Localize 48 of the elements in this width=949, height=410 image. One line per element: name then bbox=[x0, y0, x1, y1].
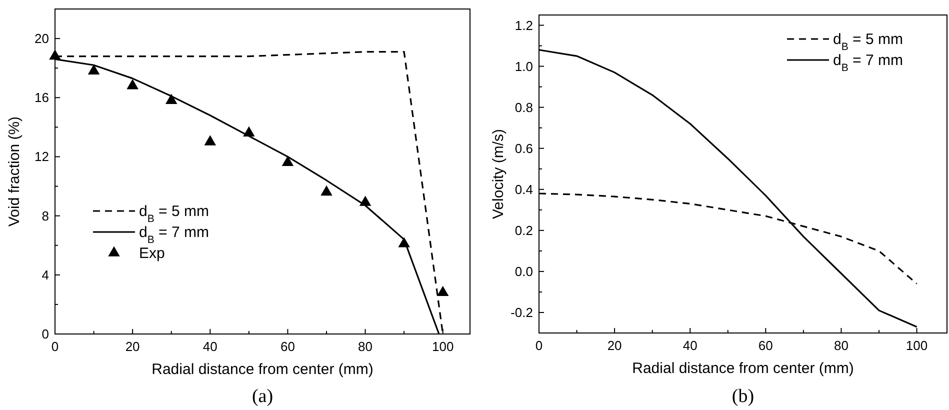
y-axis-title: Void fraction (%) bbox=[6, 116, 23, 227]
x-tick-label: 60 bbox=[280, 339, 295, 354]
x-tick-label: 0 bbox=[535, 338, 543, 353]
legend-label: d$_{B}$ = 5 mm bbox=[139, 203, 209, 225]
y-tick-label: 0.8 bbox=[514, 100, 533, 115]
point bbox=[165, 94, 178, 104]
y-tick-label: 16 bbox=[34, 90, 49, 106]
x-tick-label: 20 bbox=[607, 338, 622, 353]
point bbox=[320, 185, 332, 196]
legend-label: Exp bbox=[139, 245, 165, 262]
point bbox=[49, 49, 61, 60]
point bbox=[243, 126, 255, 136]
legend-label: d$_{B}$ = 5 mm bbox=[833, 31, 903, 53]
y-tick-label: 0 bbox=[42, 326, 49, 342]
text: (b) bbox=[732, 386, 754, 407]
x-tick-label: 80 bbox=[358, 339, 373, 354]
x-tick-label: 100 bbox=[906, 338, 928, 353]
x-tick-label: 20 bbox=[125, 339, 140, 354]
point bbox=[282, 156, 294, 166]
y-tick-label: 1.2 bbox=[514, 18, 533, 33]
x-tick-label: 80 bbox=[834, 338, 848, 353]
y-tick-label: 0.6 bbox=[514, 140, 533, 156]
y-tick-label: -0.2 bbox=[510, 304, 533, 320]
legend-label: d$_{B}$ = 7 mm bbox=[833, 52, 903, 74]
x-tick-label: 40 bbox=[202, 339, 218, 354]
y-tick-label: 20 bbox=[34, 31, 49, 46]
x-axis-title: Radial distance from center (mm) bbox=[632, 360, 854, 377]
point bbox=[88, 64, 100, 74]
x-tick-label: 0 bbox=[51, 339, 59, 354]
point bbox=[126, 79, 138, 90]
point bbox=[359, 196, 372, 206]
x-tick-label: 100 bbox=[432, 339, 454, 354]
y-tick-label: 1.0 bbox=[514, 58, 533, 74]
point bbox=[436, 286, 449, 296]
y-tick-label: 0.0 bbox=[514, 264, 533, 279]
text: (a) bbox=[252, 386, 274, 407]
y-axis-title: Velocity (m/s) bbox=[490, 128, 507, 220]
y-tick-label: 4 bbox=[42, 267, 49, 282]
legend-label: d$_{B}$ = 7 mm bbox=[139, 224, 209, 246]
y-tick-label: 8 bbox=[42, 208, 49, 224]
point bbox=[204, 135, 216, 146]
y-tick-label: 0.2 bbox=[514, 222, 533, 238]
x-tick-label: 60 bbox=[758, 338, 773, 353]
y-tick-label: 12 bbox=[34, 149, 49, 164]
x-axis-title: Radial distance from center (mm) bbox=[152, 361, 374, 378]
x-tick-label: 40 bbox=[682, 338, 698, 353]
y-tick-label: 0.4 bbox=[514, 182, 533, 197]
point bbox=[398, 237, 410, 248]
